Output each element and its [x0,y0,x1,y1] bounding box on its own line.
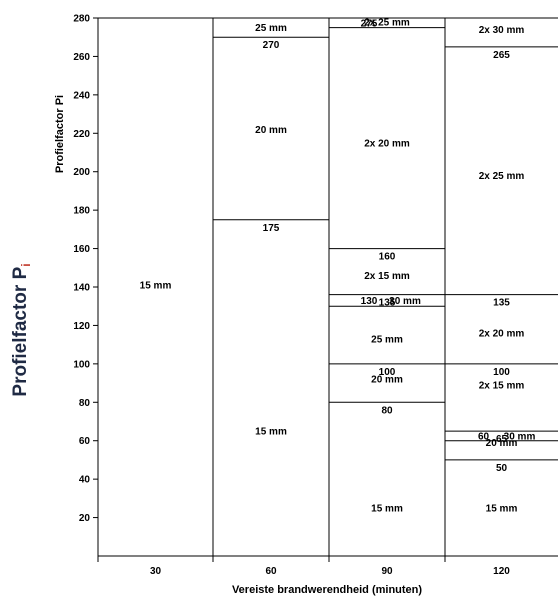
boundary-value-label: 80 [381,405,393,416]
band-thickness-label: 20 mm [255,125,287,136]
x-axis-title: Vereiste brandwerendheid (minuten) [232,584,422,596]
y-tick-label: 200 [73,167,90,178]
y-tick-label: 260 [73,52,90,63]
boundary-value-label: 175 [263,223,280,234]
y-tick-label: 20 [79,513,91,524]
band-thickness-label: 2x 20 mm [479,329,525,340]
y-tick-label: 280 [73,14,90,25]
band-thickness-label: 15 mm [486,503,518,514]
boundary-value-label: 275 [361,18,378,29]
boundary-value-label: 270 [263,40,280,51]
band-thickness-label: 20 mm [371,375,403,386]
y-axis-title: Profielfactor Pi [54,95,66,173]
y-tick-label: 60 [79,436,91,447]
x-tick-label: 120 [493,566,510,577]
x-tick-label: 90 [381,566,393,577]
band-thickness-label: 2x 15 mm [364,271,410,282]
boundary-value-label: 135 [493,298,510,309]
band-thickness-label: 15 mm [255,427,287,438]
band-thickness-label: 25 mm [371,334,403,345]
axes: 20 40 60 80 100 120 140 160 180 200 220 240 260 280 30… [73,14,558,577]
band-thickness-label: 2x 20 mm [364,138,410,149]
boundary-value-label: 265 [493,50,510,61]
band-thickness-label: 2x 30 mm [479,25,525,36]
boundary-value-label: 160 [379,252,396,263]
band-thickness-label: 2x 25 mm [364,17,410,28]
band-thickness-label: 15 mm [140,281,172,292]
boundary-value-label: 60 [478,431,490,442]
y-tick-label: 120 [73,321,90,332]
boundary-value-label: 100 [493,367,510,378]
y-tick-label: 100 [73,359,90,370]
x-tick-label: 30 [150,566,162,577]
x-tick-label: 60 [265,566,277,577]
boundary-value-label: 50 [496,463,508,474]
band-thickness-label: 2x 25 mm [479,171,525,182]
boundary-value-label: 100 [379,367,396,378]
boundary-value-label: 135 [379,298,396,309]
band-thickness-label: 25 mm [255,23,287,34]
boundary-value-label: 130 [361,296,378,307]
y-tick-label: 80 [79,398,91,409]
band-thickness-label: 30 mm [504,431,536,442]
y-tick-label: 140 [73,283,90,294]
boundary-value-label: 65 [496,434,508,445]
outer-axis-label: Profielfactor Pi [10,263,33,396]
y-tick-label: 40 [79,475,91,486]
y-tick-label: 240 [73,90,90,101]
column-boundaries [98,17,558,562]
band-thickness-label: 2x 15 mm [479,380,525,391]
y-tick-label: 160 [73,244,90,255]
band-thickness-label: 20 mm [486,438,518,449]
band-thickness-label: 30 mm [389,296,421,307]
y-tick-label: 180 [73,206,90,217]
y-tick-label: 220 [73,129,90,140]
band-thickness-label: 15 mm [371,503,403,514]
